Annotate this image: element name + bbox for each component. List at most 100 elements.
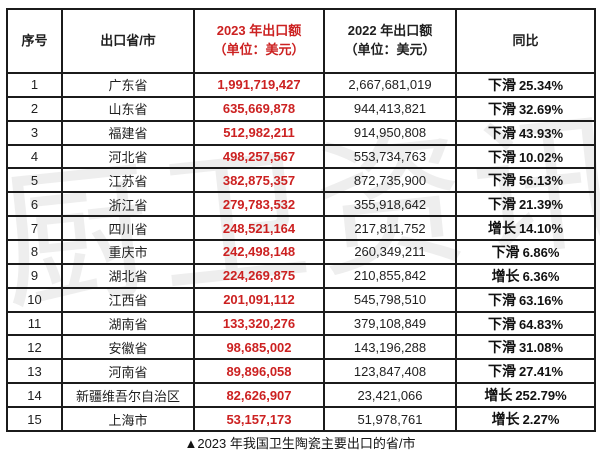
trend-label: 增长 [491,267,520,284]
export-2022-cell: 123,847,408 [323,358,457,385]
province-cell: 山东省 [61,95,195,122]
trend-label: 下滑 [487,291,516,308]
table-row: 3 福建省 512,982,211 914,950,808 下滑 43.93% [6,119,596,146]
trend-label: 下滑 [487,172,516,189]
export-2022-cell: 143,196,288 [323,334,457,361]
trend-percent: 32.69% [518,101,564,117]
yoy-cell: 下滑 64.83% [455,310,596,337]
trend-percent: 6.36% [522,268,560,284]
province-cell: 上海市 [61,406,195,432]
header-2022-unit: （单位：美元） [344,42,436,57]
trend-percent: 21.39% [518,197,564,213]
export-2023-cell: 512,982,211 [193,119,325,146]
export-2022-cell: 914,950,808 [323,119,457,146]
trend-label: 下滑 [487,339,516,356]
export-2023-cell: 498,257,567 [193,143,325,170]
header-province: 出口省/市 [61,8,195,74]
export-2022-cell: 553,734,763 [323,143,457,170]
trend-label: 下滑 [487,148,516,165]
row-index-cell: 13 [6,358,63,385]
trend-label: 下滑 [487,76,516,93]
table-row: 2 山东省 635,669,878 944,413,821 下滑 32.69% [6,95,596,122]
export-2023-cell: 89,896,058 [193,358,325,385]
export-2022-cell: 210,855,842 [323,262,457,289]
trend-label: 增长 [484,387,513,404]
export-2023-cell: 242,498,148 [193,239,325,265]
trend-percent: 31.08% [518,340,564,356]
table-row: 5 江苏省 382,875,357 872,735,900 下滑 56.13% [6,167,596,194]
yoy-cell: 增长 252.79% [455,382,596,409]
trend-percent: 6.86% [522,244,560,260]
table-header: 序号 出口省/市 2023 年出口额 （单位：美元） 2022 年出口额 （单位… [6,8,596,74]
row-index-cell: 14 [6,382,63,409]
row-index-cell: 1 [6,72,63,98]
province-cell: 江苏省 [61,167,195,194]
export-2022-cell: 545,798,510 [323,286,457,313]
row-index-cell: 8 [6,239,63,265]
trend-label: 下滑 [487,196,516,213]
table-row: 13 河南省 89,896,058 123,847,408 下滑 27.41% [6,358,596,385]
export-2023-cell: 635,669,878 [193,95,325,122]
province-cell: 重庆市 [61,239,195,265]
header-2022-exports: 2022 年出口额 （单位：美元） [323,8,457,74]
row-index-cell: 2 [6,95,63,122]
province-cell: 四川省 [61,215,195,242]
trend-percent: 43.93% [518,125,564,141]
row-index-cell: 5 [6,167,63,194]
row-index-cell: 11 [6,310,63,337]
yoy-cell: 增长 6.36% [455,262,596,289]
trend-label: 增长 [491,411,520,428]
province-cell: 新疆维吾尔自治区 [61,382,195,409]
yoy-cell: 下滑 43.93% [455,119,596,146]
trend-percent: 10.02% [518,149,564,165]
trend-label: 下滑 [491,243,520,260]
province-cell: 江西省 [61,286,195,313]
table-row: 10 江西省 201,091,112 545,798,510 下滑 63.16% [6,286,596,313]
export-2023-cell: 53,157,173 [193,406,325,432]
header-2023-unit: （单位：美元） [213,42,305,57]
province-cell: 河南省 [61,358,195,385]
trend-label: 下滑 [487,315,516,332]
trend-percent: 2.27% [522,412,560,428]
yoy-cell: 下滑 31.08% [455,334,596,361]
export-2023-cell: 382,875,357 [193,167,325,194]
export-2023-cell: 133,320,276 [193,310,325,337]
header-yoy: 同比 [455,8,596,74]
table-row: 8 重庆市 242,498,148 260,349,211 下滑 6.86% [6,239,596,265]
yoy-cell: 下滑 56.13% [455,167,596,194]
trend-label: 下滑 [487,100,516,117]
export-2022-cell: 2,667,681,019 [323,72,457,98]
province-cell: 湖南省 [61,310,195,337]
trend-label: 下滑 [487,124,516,141]
yoy-cell: 下滑 63.16% [455,286,596,313]
row-index-cell: 12 [6,334,63,361]
table-row: 4 河北省 498,257,567 553,734,763 下滑 10.02% [6,143,596,170]
trend-label: 增长 [487,220,516,237]
header-2023-exports: 2023 年出口额 （单位：美元） [193,8,325,74]
table-row: 7 四川省 248,521,164 217,811,752 增长 14.10% [6,215,596,242]
province-cell: 安徽省 [61,334,195,361]
export-2023-cell: 82,626,907 [193,382,325,409]
table-row: 1 广东省 1,991,719,427 2,667,681,019 下滑 25.3… [6,72,596,98]
table-row: 9 湖北省 224,269,875 210,855,842 增长 6.36% [6,262,596,289]
table-row: 12 安徽省 98,685,002 143,196,288 下滑 31.08% [6,334,596,361]
trend-percent: 63.16% [518,292,564,308]
trend-percent: 252.79% [515,388,567,404]
province-cell: 河北省 [61,143,195,170]
export-table: 序号 出口省/市 2023 年出口额 （单位：美元） 2022 年出口额 （单位… [6,8,596,432]
export-2023-cell: 1,991,719,427 [193,72,325,98]
export-2022-cell: 944,413,821 [323,95,457,122]
export-2022-cell: 379,108,849 [323,310,457,337]
province-cell: 广东省 [61,72,195,98]
province-cell: 福建省 [61,119,195,146]
table-row: 11 湖南省 133,320,276 379,108,849 下滑 64.83% [6,310,596,337]
export-2023-cell: 98,685,002 [193,334,325,361]
trend-percent: 14.10% [518,221,564,237]
export-2022-cell: 51,978,761 [323,406,457,432]
export-2023-cell: 201,091,112 [193,286,325,313]
header-row: 序号 出口省/市 2023 年出口额 （单位：美元） 2022 年出口额 （单位… [6,8,596,74]
row-index-cell: 3 [6,119,63,146]
trend-percent: 27.41% [518,364,564,380]
table-row: 6 浙江省 279,783,532 355,918,642 下滑 21.39% [6,191,596,218]
row-index-cell: 10 [6,286,63,313]
